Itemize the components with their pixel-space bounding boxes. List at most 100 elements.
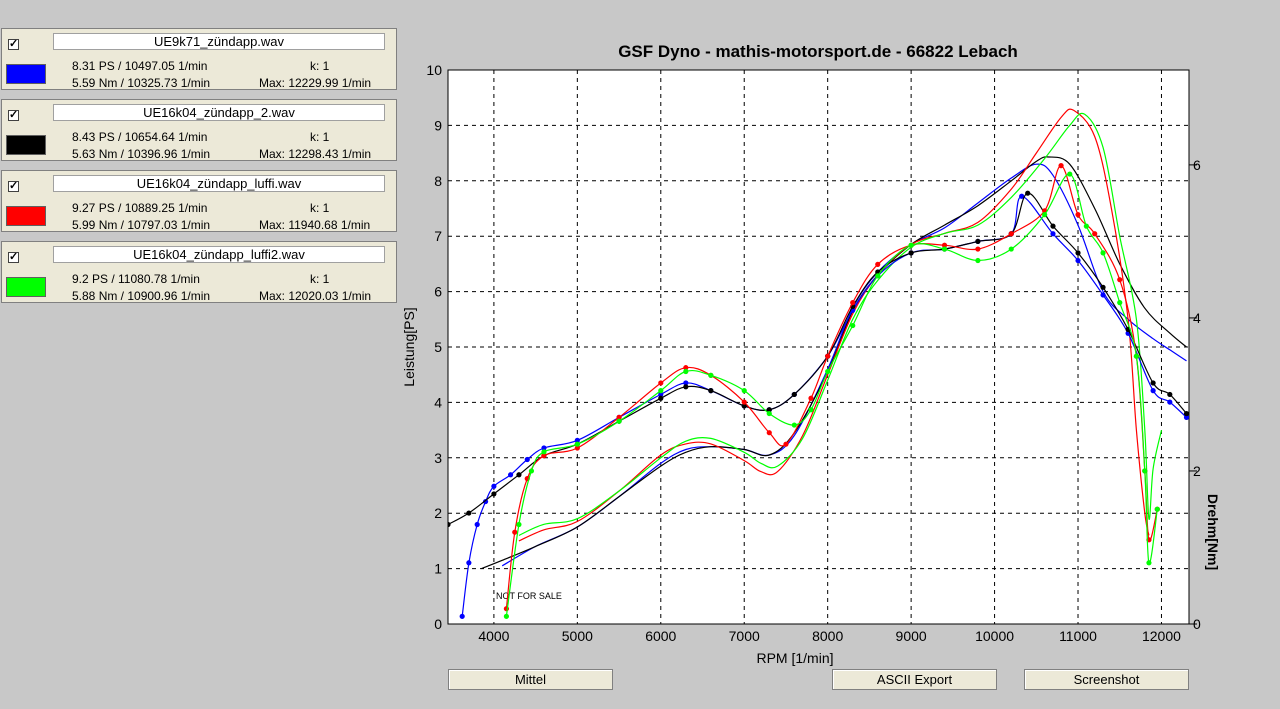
torque-point [683,380,689,386]
torque-point [708,388,714,394]
run-color-swatch[interactable] [6,277,46,297]
torque-point [1133,353,1140,359]
mittel-button[interactable]: Mittel [448,669,613,690]
torque-point [825,368,831,375]
torque-point [524,456,530,463]
torque-point [658,388,664,394]
run-checkbox[interactable]: ✓ [8,251,19,263]
torque-point [908,250,914,256]
x-tick-label: 4000 [478,628,509,644]
torque-point [791,391,797,398]
run-checkbox[interactable]: ✓ [8,109,19,121]
torque-point [1075,212,1081,218]
screenshot-button[interactable]: Screenshot [1024,669,1189,690]
torque-point [1067,171,1073,177]
torque-curve [505,164,1158,609]
run-filename: UE16k04_zündapp_luffi.wav [53,175,385,192]
x-tick-label: 10000 [975,628,1014,644]
run-filename: UE16k04_zündapp_luffi2.wav [53,246,385,263]
run-peak-torque: 5.63 Nm / 10396.96 1/min [72,147,211,161]
x-tick-label: 6000 [645,628,676,644]
torque-point [516,521,522,528]
torque-curve [505,173,1158,617]
torque-point [482,498,489,505]
run-filename: UE9k71_zündapp.wav [53,33,385,50]
torque-curve [448,192,1187,526]
torque-point [1150,388,1156,394]
run-panel: ✓ UE16k04_zündapp_luffi.wav 9.27 PS / 10… [1,170,397,232]
torque-point [941,246,948,252]
torque-point [766,407,772,413]
y-tick-label: 6 [434,284,442,300]
torque-point [528,468,535,474]
run-panel: ✓ UE9k71_zündapp.wav 8.31 PS / 10497.05 … [1,28,397,90]
y-axis-label: Leistung[PS] [401,307,417,386]
torque-point [766,430,772,436]
torque-point [808,407,814,413]
torque-point [1100,284,1106,290]
y-tick-label: 8 [434,173,442,189]
run-color-swatch[interactable] [6,135,46,155]
run-peak-power: 8.43 PS / 10654.64 1/min [72,130,208,144]
run-max-rpm: Max: 12229.99 1/min [259,76,372,90]
torque-point [1167,391,1173,398]
y-tick-label: 2 [434,505,442,521]
torque-point [466,510,472,516]
torque-point [1058,163,1064,169]
torque-point [975,257,981,264]
torque-point [1142,468,1148,474]
torque-point [1050,223,1056,229]
torque-point [1146,560,1152,566]
run-color-swatch[interactable] [6,64,46,84]
run-filename: UE16k04_zündapp_2.wav [53,104,385,121]
ascii-export-button[interactable]: ASCII Export [832,669,997,690]
run-k-factor: k: 1 [310,272,330,286]
run-panel: ✓ UE16k04_zündapp_2.wav 8.43 PS / 10654.… [1,99,397,161]
torque-point [1092,231,1098,237]
torque-point [708,372,714,378]
torque-point [658,391,664,398]
y-tick-label: 3 [434,450,442,466]
y-tick-label: 0 [434,616,442,632]
axis-ticks: 4000 5000 6000 7000 8000 9000 10000 11000 12000 0… [426,62,1201,644]
watermark: NOT FOR SALE [496,591,562,601]
torque-point [574,441,580,447]
torque-point [1167,399,1173,405]
y2-axis-label: Drehm[Nm] [1205,494,1221,570]
run-color-swatch[interactable] [6,206,46,226]
run-peak-torque: 5.99 Nm / 10797.03 1/min [72,218,211,232]
torque-point [808,395,814,401]
torque-point [503,613,510,619]
torque-point [1150,380,1156,386]
run-checkbox[interactable]: ✓ [8,180,19,192]
torque-point [616,414,622,420]
x-tick-label: 5000 [562,628,593,644]
torque-point [975,238,981,245]
x-tick-label: 8000 [812,628,843,644]
torque-point [616,418,622,424]
torque-point [474,521,480,528]
chart-title: GSF Dyno - mathis-motorsport.de - 66822 … [618,42,1018,61]
torque-point [683,365,689,371]
x-tick-label: 9000 [896,628,927,644]
torque-point [541,453,547,459]
torque-point [1025,190,1031,196]
torque-point [766,410,772,417]
y2-tick-label: 2 [1193,463,1201,479]
run-peak-power: 8.31 PS / 10497.05 1/min [72,59,208,73]
torque-point [1100,250,1106,256]
torque-point [1117,300,1123,306]
series-layer [448,108,1189,619]
x-tick-label: 11000 [1059,628,1097,644]
run-checkbox[interactable]: ✓ [8,38,19,50]
torque-point [783,441,789,447]
y2-tick-label: 0 [1193,616,1201,632]
x-axis-label: RPM [1/min] [756,650,833,666]
torque-point [574,445,580,451]
torque-point [1083,223,1089,229]
torque-point [1075,250,1081,256]
torque-point [1008,246,1014,252]
torque-point [683,368,689,375]
torque-point [541,449,547,455]
run-max-rpm: Max: 12020.03 1/min [259,289,372,303]
